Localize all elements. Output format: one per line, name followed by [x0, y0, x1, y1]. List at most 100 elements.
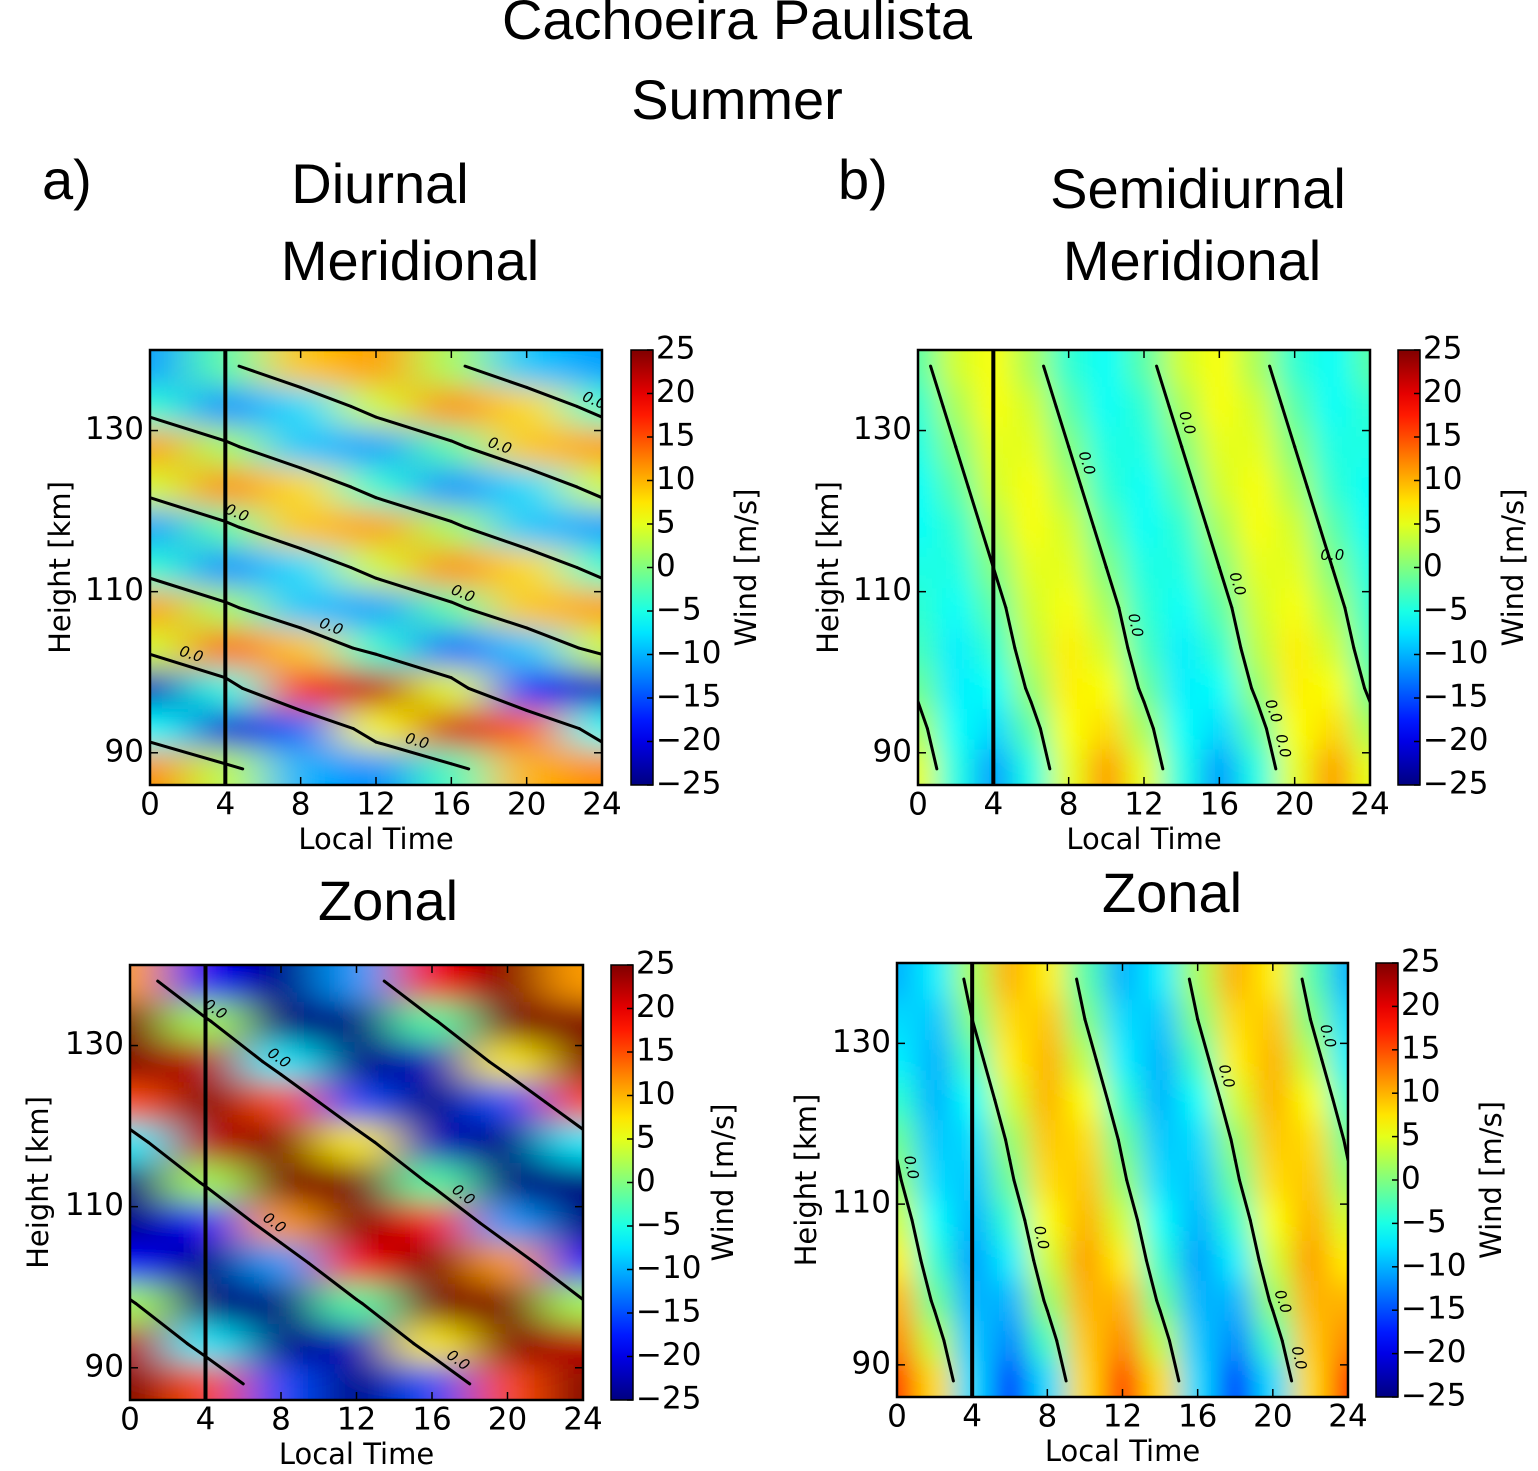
contour-line [360, 1301, 416, 1346]
y-tick-label: 90 [85, 1348, 124, 1384]
colorbar-tick-label: 25 [1401, 944, 1440, 980]
heat-cell [545, 1283, 583, 1324]
heat-cell [1216, 1320, 1255, 1362]
x-tick-label: 24 [582, 787, 621, 823]
x-tick-label: 8 [291, 787, 311, 823]
heat-cell [1178, 1200, 1217, 1241]
chart-title: Zonal [318, 869, 458, 932]
contour-line [1105, 1098, 1120, 1142]
contour-line [299, 385, 353, 408]
plot-area: 0.00.00.00.00.00.00.0 [150, 350, 602, 785]
contour-line [533, 1261, 583, 1301]
x-tick-label: 0 [908, 787, 928, 823]
contour-line [1094, 1057, 1109, 1102]
heat-cell [150, 507, 189, 548]
heat-cell [1066, 963, 1105, 1000]
colorbar-tick-label: 20 [636, 989, 675, 1025]
heat-cell [897, 999, 917, 1040]
heat-cell [243, 1283, 320, 1324]
colorbar-tick-label: 5 [1401, 1117, 1421, 1153]
colorbar-tick-label: −25 [636, 1381, 701, 1417]
heat-cell [564, 547, 602, 589]
heat-cell [1291, 1280, 1330, 1322]
contour-line [1217, 566, 1234, 610]
colorbar-tick-label: −25 [1401, 1378, 1466, 1414]
heat-cell [990, 1079, 1030, 1121]
heat-cell [413, 627, 490, 669]
heat-cell [990, 1360, 1030, 1397]
contour-line [925, 727, 939, 771]
heat-cell [1103, 1320, 1142, 1362]
x-axis-label: Local Time [298, 822, 453, 856]
contour-line [1233, 1158, 1241, 1182]
contour-line [1248, 1218, 1261, 1262]
contour-line [430, 1184, 482, 1225]
heat-cell [1275, 627, 1314, 669]
contour-line [351, 646, 378, 656]
heat-cell [130, 965, 169, 1002]
heat-cell [990, 963, 1030, 1000]
heat-cell [1275, 547, 1314, 589]
contour-line [575, 404, 602, 419]
colorbar-tick-label: −5 [1401, 1204, 1447, 1240]
x-tick-label: 16 [412, 1402, 451, 1438]
contour-line [1268, 364, 1284, 408]
x-tick-label: 0 [120, 1402, 140, 1438]
contour-label: 0.0 [900, 1154, 922, 1181]
plot-area: 0.00.00.00.00.00.00.0 [897, 963, 1348, 1397]
heat-cell [564, 466, 602, 508]
contour-line [1045, 1309, 1059, 1343]
heat-cell [1351, 748, 1370, 785]
contour-line [463, 445, 529, 470]
heat-cell [1141, 1119, 1180, 1161]
contour-line [1218, 1098, 1233, 1142]
colorbar-tick-label: 15 [1423, 418, 1462, 454]
heat-cell [1291, 1200, 1330, 1241]
heat-cell [918, 668, 938, 709]
x-tick-label: 12 [356, 787, 395, 823]
heat-cell [564, 350, 602, 387]
heatmap [918, 350, 1370, 785]
colorbar-label: Wind [m/s] [729, 489, 763, 647]
contour-line [1320, 1057, 1335, 1102]
heat-cell [1200, 386, 1239, 428]
contour-line [1012, 1178, 1027, 1222]
heat-cell [1351, 507, 1370, 548]
heat-cell [897, 1039, 917, 1081]
contour-line [237, 525, 303, 551]
heat-cell [1329, 1320, 1348, 1362]
contour-line [910, 1218, 923, 1262]
x-tick-label: 20 [1253, 1399, 1292, 1435]
contour-line [251, 1221, 283, 1245]
heat-cell [990, 1119, 1030, 1161]
heat-cell [338, 587, 415, 629]
heat-cell [1049, 627, 1088, 669]
heat-cell [1028, 1079, 1067, 1121]
heat-cell [263, 627, 339, 669]
contour-line [1042, 364, 1058, 408]
y-tick-label: 90 [105, 733, 144, 769]
x-tick-label: 24 [563, 1402, 602, 1438]
heat-cell [243, 1323, 320, 1365]
contour-line [374, 652, 453, 680]
heat-cell [318, 1283, 395, 1324]
heat-cell [243, 1122, 320, 1163]
heat-cell [1125, 386, 1164, 428]
contour-line [1255, 700, 1268, 731]
heat-cell [1066, 1119, 1105, 1161]
heat-cell [394, 1202, 471, 1244]
contour-line [204, 1354, 245, 1386]
contour-line [299, 547, 353, 569]
contour-line [1038, 727, 1052, 771]
contour-line [279, 1241, 311, 1265]
colorbar-tick-label: −25 [656, 766, 721, 802]
contour-line [1004, 1138, 1012, 1162]
contour-line [185, 1342, 207, 1358]
heat-cell [150, 466, 189, 508]
colorbar-tick-label: −15 [636, 1294, 701, 1330]
heat-cell [936, 547, 975, 589]
heat-cell [394, 1081, 471, 1123]
y-tick-label: 90 [852, 1345, 891, 1381]
heat-cell [338, 507, 415, 548]
heat-cell [489, 386, 565, 428]
